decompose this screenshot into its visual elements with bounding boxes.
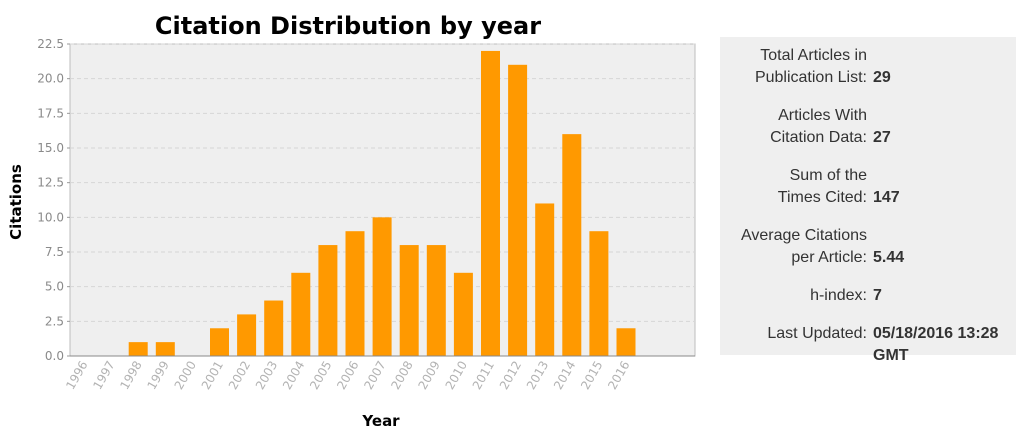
x-tick-label: 2004: [280, 359, 307, 392]
stat-h-index: h-index: 7: [720, 285, 1016, 307]
x-tick-label: 2014: [551, 359, 578, 392]
citation-bar-chart: Citation Distribution by year 0.0 2.5 5.0 7…: [7, 12, 696, 430]
x-tick-label: 2013: [524, 359, 551, 392]
x-tick-label: 1998: [117, 359, 144, 392]
stat-value: 05/18/2016 13:28 GMT: [873, 325, 999, 364]
bar-2002: [237, 314, 257, 356]
bar-2004: [291, 272, 311, 356]
y-tick-label: 17.5: [37, 106, 64, 120]
bars: [128, 50, 636, 357]
stat-label-line: Average Citations: [741, 227, 867, 244]
stat-label-line: per Article:: [791, 249, 867, 266]
bar-2014: [562, 134, 582, 356]
bar-2008: [399, 245, 419, 356]
citation-stats-panel: Total Articles in Publication List: 29 A…: [720, 37, 1016, 364]
x-tick-label: 2016: [605, 359, 632, 392]
y-tick-labels: 0.0 2.5 5.0 7.5 10.0 12.5 15.0 17.5 20.0 22.5: [37, 37, 70, 363]
stat-total-articles: Total Articles in Publication List: 29: [720, 45, 1016, 89]
x-tick-label: 2015: [578, 359, 605, 392]
bar-2010: [453, 272, 473, 356]
bar-2016: [616, 328, 636, 356]
bar-2015: [589, 231, 609, 356]
x-tick-labels: 1996 1997 1998 1999 2000 2001 2002 2003 2004 2005…: [63, 359, 632, 392]
y-tick-label: 7.5: [45, 245, 64, 259]
y-axis-label: Citations: [7, 164, 25, 240]
bar-2003: [264, 300, 284, 356]
x-tick-label: 2001: [199, 359, 226, 392]
y-tick-label: 0.0: [45, 349, 64, 363]
y-tick-label: 22.5: [37, 37, 64, 51]
bar-2012: [508, 64, 528, 357]
stat-label-line: h-index:: [810, 287, 867, 304]
chart-title: Citation Distribution by year: [155, 12, 541, 40]
stat-value: 5.44: [873, 249, 905, 266]
stat-value: 29: [873, 69, 891, 86]
bar-2001: [210, 328, 229, 356]
x-tick-label: 2003: [253, 359, 280, 392]
bar-2011: [481, 50, 500, 356]
bar-2013: [535, 203, 555, 356]
x-tick-label: 2005: [307, 359, 334, 392]
stat-value: 147: [873, 189, 900, 206]
y-tick-label: 15.0: [37, 141, 64, 155]
stat-value: 27: [873, 129, 891, 146]
x-tick-label: 1996: [63, 359, 90, 392]
stat-label-line: Citation Data:: [770, 129, 867, 146]
stat-label-line: Publication List:: [754, 69, 867, 86]
x-tick-label: 2000: [172, 359, 199, 392]
x-tick-label: 2002: [226, 359, 253, 392]
x-tick-label: 2007: [361, 359, 388, 392]
stat-label-line: Last Updated:: [767, 325, 867, 342]
y-tick-label: 10.0: [37, 210, 64, 224]
stat-sum-times-cited: Sum of the Times Cited: 147: [720, 165, 1016, 209]
bar-1998: [128, 342, 148, 356]
stat-label-line: Articles With: [778, 107, 867, 124]
stat-value: 7: [873, 287, 882, 304]
y-tick-label: 5.0: [45, 280, 64, 294]
y-tick-label: 2.5: [45, 314, 64, 328]
x-tick-label: 2009: [416, 359, 443, 392]
bar-1999: [155, 342, 175, 356]
bar-2005: [318, 245, 338, 356]
stat-label-line: Times Cited:: [777, 189, 867, 206]
x-tick-label: 2011: [470, 359, 497, 392]
stat-last-updated: Last Updated: 05/18/2016 13:28 GMT: [720, 323, 1016, 367]
bar-2006: [345, 231, 365, 356]
bar-2007: [372, 217, 392, 356]
y-tick-label: 12.5: [37, 176, 64, 190]
x-axis-label: Year: [361, 412, 400, 430]
x-tick-label: 2008: [388, 359, 415, 392]
stat-label-line: Total Articles in: [760, 47, 867, 64]
stat-label-line: Sum of the: [789, 167, 867, 184]
x-tick-label: 2010: [443, 359, 470, 392]
bar-2009: [426, 245, 446, 356]
x-tick-label: 2012: [497, 359, 524, 392]
x-tick-label: 1999: [145, 359, 172, 392]
stat-average-citations: Average Citations per Article: 5.44: [720, 225, 1016, 269]
stat-articles-with-citation-data: Articles With Citation Data: 27: [720, 105, 1016, 149]
y-tick-label: 20.0: [37, 72, 64, 86]
x-tick-label: 1997: [90, 359, 117, 392]
x-tick-label: 2006: [334, 359, 361, 392]
